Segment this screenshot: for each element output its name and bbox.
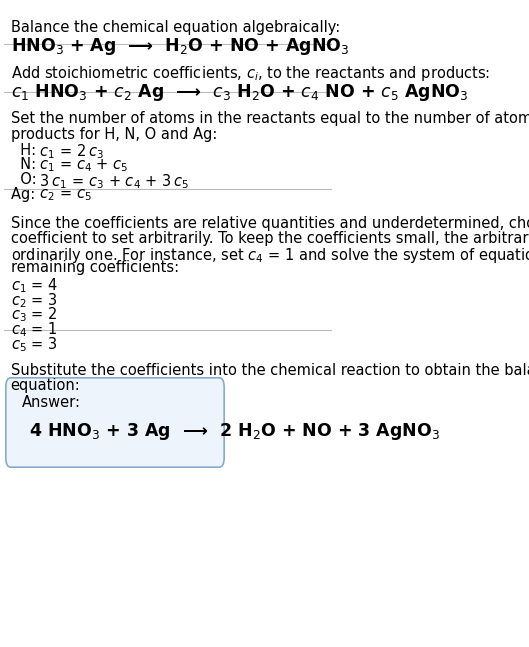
Text: $c_5$ = 3: $c_5$ = 3: [11, 335, 57, 354]
Text: O:: O:: [11, 172, 41, 187]
Text: coefficient to set arbitrarily. To keep the coefficients small, the arbitrary va: coefficient to set arbitrarily. To keep …: [11, 231, 529, 246]
FancyBboxPatch shape: [6, 378, 224, 467]
Text: Answer:: Answer:: [22, 395, 81, 410]
Text: Set the number of atoms in the reactants equal to the number of atoms in the: Set the number of atoms in the reactants…: [11, 111, 529, 126]
Text: $c_1$ HNO$_3$ + $c_2$ Ag  ⟶  $c_3$ H$_2$O + $c_4$ NO + $c_5$ AgNO$_3$: $c_1$ HNO$_3$ + $c_2$ Ag ⟶ $c_3$ H$_2$O …: [11, 82, 468, 103]
Text: $c_4$ = 1: $c_4$ = 1: [11, 320, 57, 339]
Text: Substitute the coefficients into the chemical reaction to obtain the balanced: Substitute the coefficients into the che…: [11, 363, 529, 378]
Text: ordinarily one. For instance, set $c_4$ = 1 and solve the system of equations fo: ordinarily one. For instance, set $c_4$ …: [11, 246, 529, 265]
Text: Add stoichiometric coefficients, $c_i$, to the reactants and products:: Add stoichiometric coefficients, $c_i$, …: [11, 64, 490, 83]
Text: 4 HNO$_3$ + 3 Ag  ⟶  2 H$_2$O + NO + 3 AgNO$_3$: 4 HNO$_3$ + 3 Ag ⟶ 2 H$_2$O + NO + 3 AgN…: [29, 421, 440, 441]
Text: $c_2$ = 3: $c_2$ = 3: [11, 291, 57, 310]
Text: Balance the chemical equation algebraically:: Balance the chemical equation algebraica…: [11, 20, 340, 35]
Text: 3 $c_1$ = $c_3$ + $c_4$ + 3 $c_5$: 3 $c_1$ = $c_3$ + $c_4$ + 3 $c_5$: [35, 172, 190, 191]
Text: Since the coefficients are relative quantities and underdetermined, choose a: Since the coefficients are relative quan…: [11, 216, 529, 231]
Text: H:: H:: [11, 143, 41, 158]
Text: $c_2$ = $c_5$: $c_2$ = $c_5$: [35, 187, 92, 203]
Text: $c_1$ = $c_4$ + $c_5$: $c_1$ = $c_4$ + $c_5$: [35, 157, 129, 174]
Text: products for H, N, O and Ag:: products for H, N, O and Ag:: [11, 127, 217, 142]
Text: N:: N:: [11, 157, 41, 173]
Text: $c_1$ = 2 $c_3$: $c_1$ = 2 $c_3$: [35, 143, 104, 162]
Text: $c_3$ = 2: $c_3$ = 2: [11, 305, 57, 324]
Text: $c_1$ = 4: $c_1$ = 4: [11, 276, 58, 295]
Text: HNO$_3$ + Ag  ⟶  H$_2$O + NO + AgNO$_3$: HNO$_3$ + Ag ⟶ H$_2$O + NO + AgNO$_3$: [11, 36, 349, 57]
Text: equation:: equation:: [11, 378, 80, 393]
Text: Ag:: Ag:: [11, 187, 40, 202]
Text: remaining coefficients:: remaining coefficients:: [11, 260, 179, 275]
